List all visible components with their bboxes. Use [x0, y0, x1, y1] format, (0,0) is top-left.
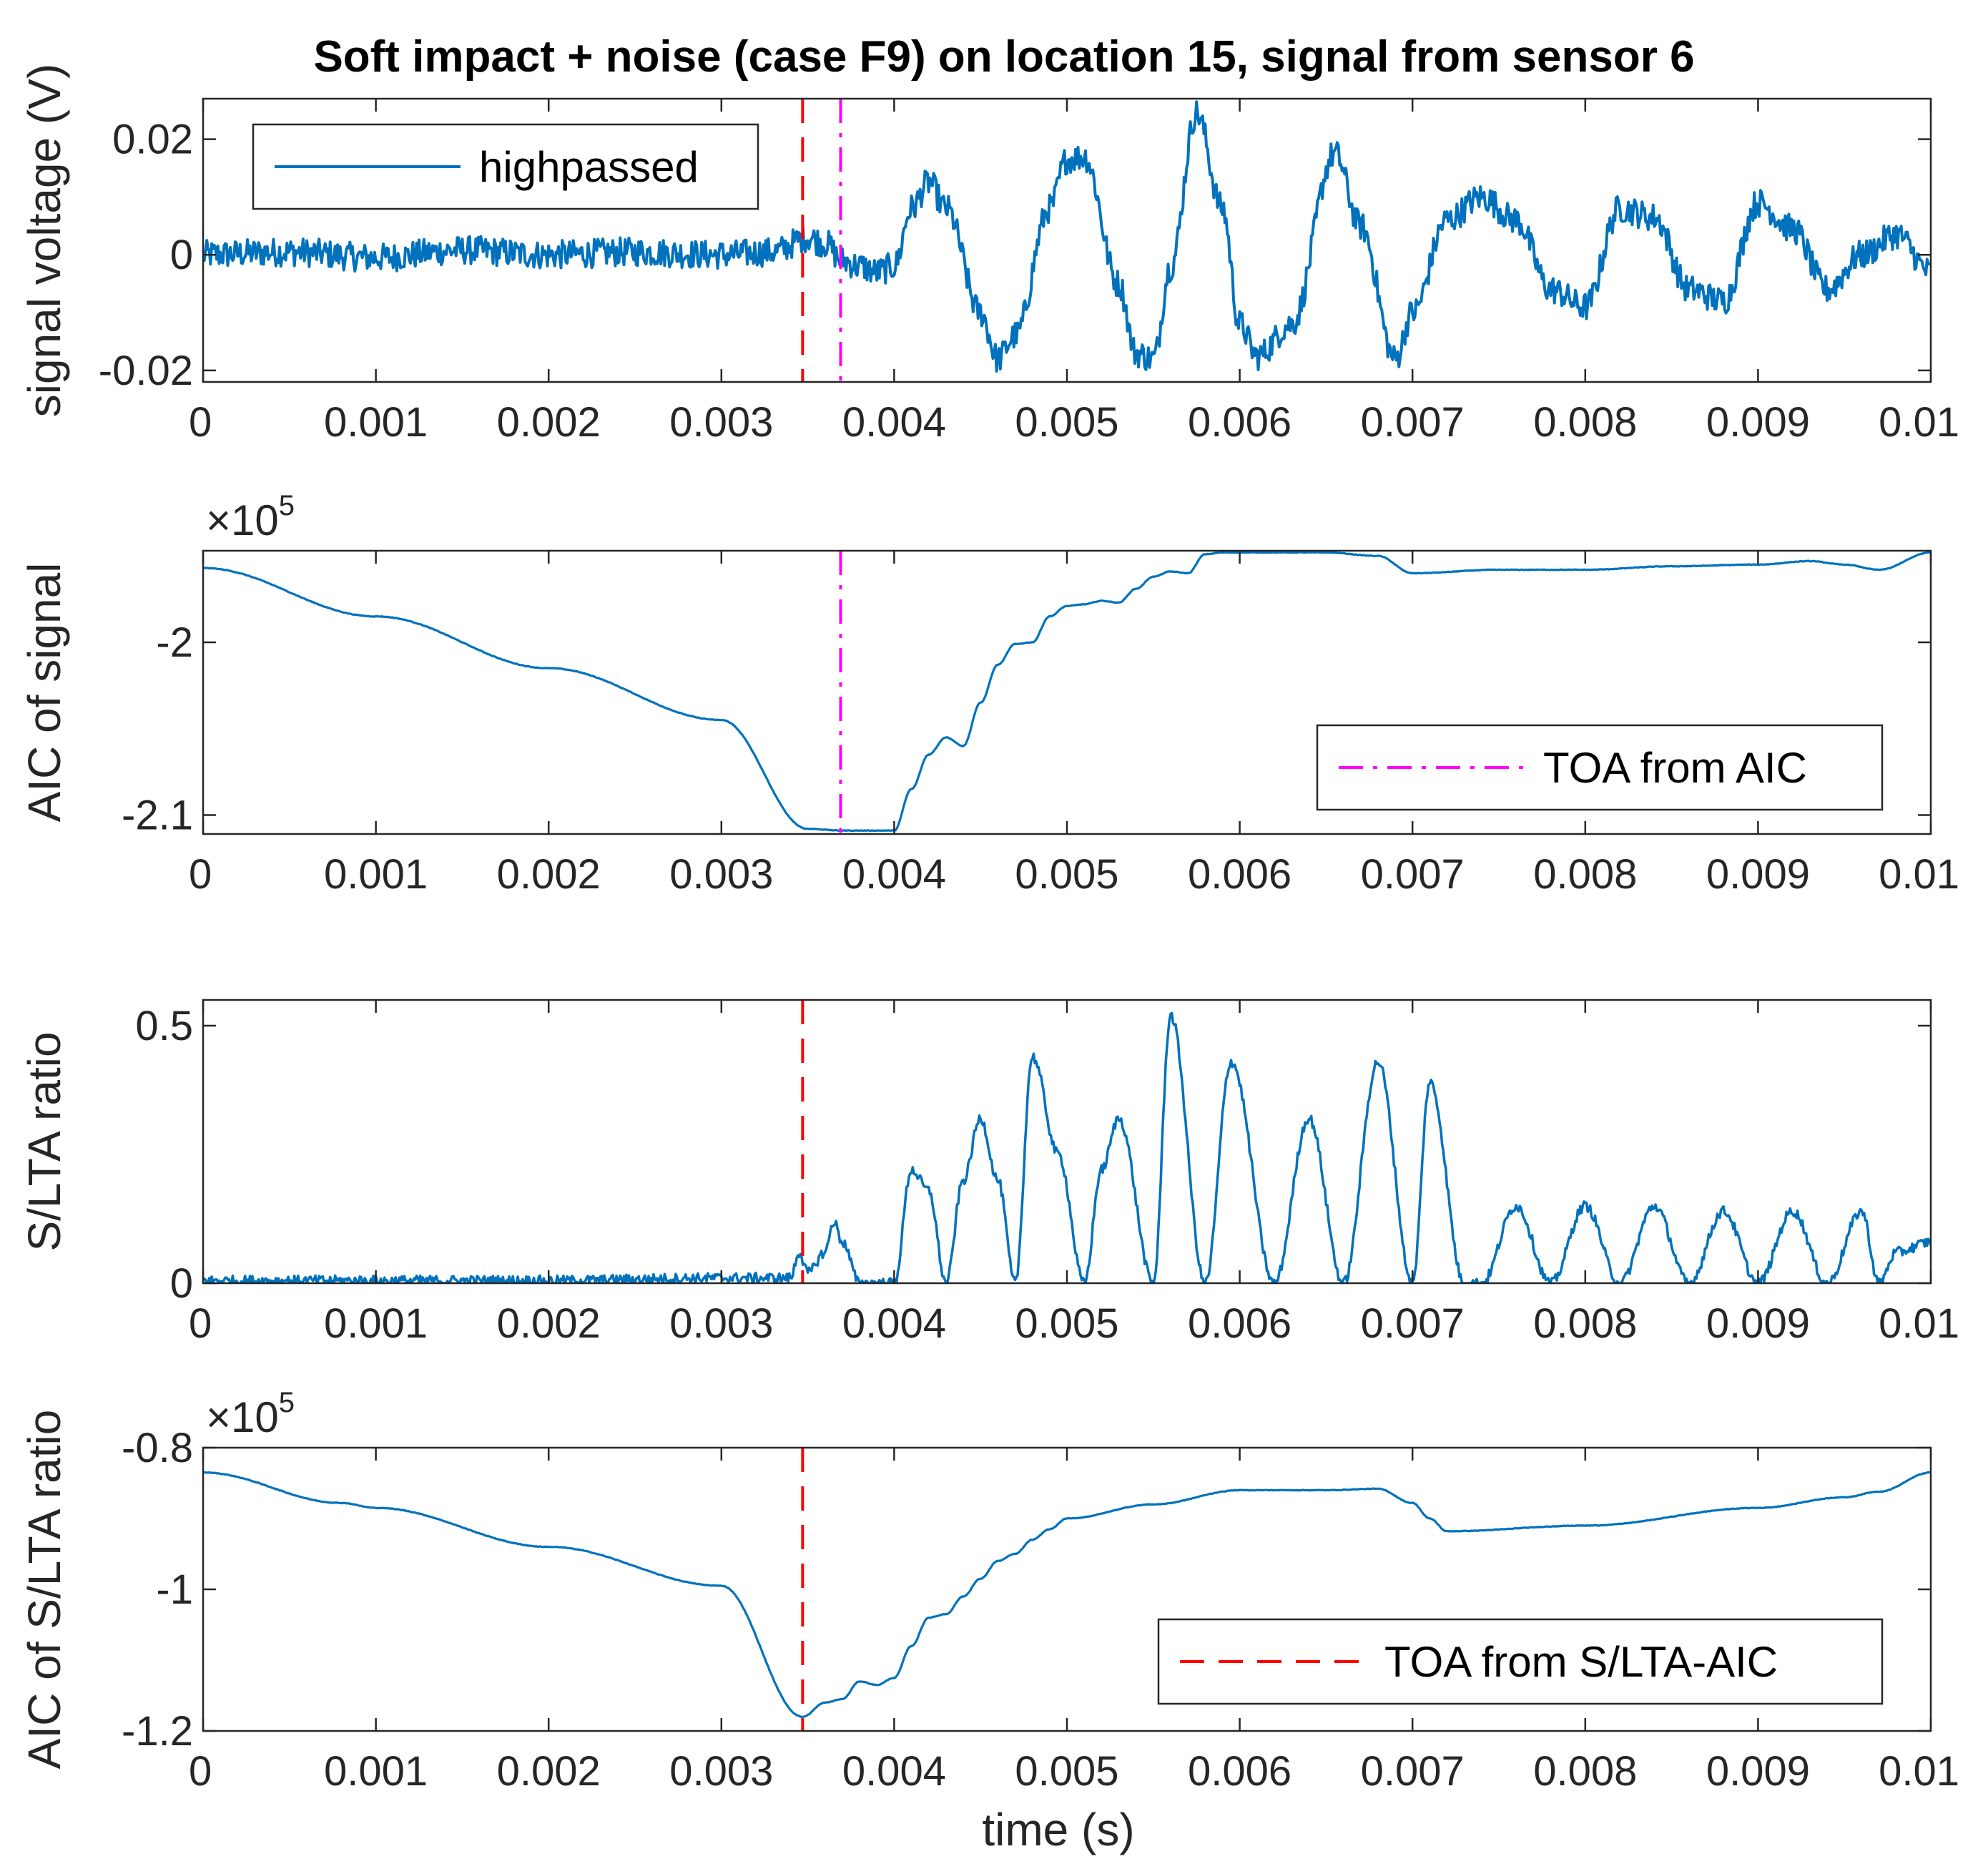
x-tick-label: 0.009 — [1706, 1748, 1810, 1795]
plot-area — [203, 1000, 1931, 1283]
x-tick-label: 0 — [189, 1300, 212, 1347]
x-tick-label: 0.003 — [669, 1300, 773, 1347]
exponent-power: 5 — [279, 1387, 295, 1418]
x-tick-label: 0.007 — [1361, 399, 1465, 446]
x-tick-label: 0 — [189, 851, 212, 898]
y-axis-label: AIC of S/LTA ratio — [19, 1410, 70, 1770]
x-tick-label: 0.01 — [1879, 1300, 1959, 1347]
x-tick-label: 0.006 — [1188, 399, 1291, 446]
x-tick-label: 0.006 — [1188, 1300, 1291, 1347]
x-tick-label: 0.001 — [324, 1748, 428, 1795]
y-axis-label: S/LTA ratio — [19, 1031, 70, 1251]
legend: highpassed — [252, 123, 759, 210]
series-line-aic-0 — [203, 551, 1931, 833]
y-tick-label: 0.5 — [135, 1003, 193, 1049]
panels: 0 0.001 0.002 0.003 0.004 0.005 0.006 0.007 0.00… — [19, 64, 1959, 1795]
legend: TOA from S/LTA-AIC — [1157, 1618, 1884, 1705]
y-axis-label: signal voltage (V) — [19, 64, 70, 417]
x-tick-label: 0.007 — [1361, 1300, 1465, 1347]
x-tick-label: 0.006 — [1188, 1748, 1291, 1795]
y-tick-label: -1.2 — [122, 1708, 193, 1755]
legend: TOA from AIC — [1316, 724, 1884, 811]
x-tick-label: 0.001 — [324, 1300, 428, 1347]
y-tick-label: -2 — [156, 619, 193, 666]
x-tick-label: 0.007 — [1361, 1748, 1465, 1795]
x-tick-label: 0.008 — [1533, 1300, 1637, 1347]
x-tick-label: 0.005 — [1015, 399, 1118, 446]
x-tick-label: 0.009 — [1706, 399, 1810, 446]
x-tick-label: 0.01 — [1879, 1748, 1959, 1795]
x-tick-label: 0.01 — [1879, 399, 1959, 446]
x-tick-label: 0.001 — [324, 399, 428, 446]
x-axis-label: time (s) — [982, 1804, 1134, 1855]
y-tick-label: -2.1 — [122, 792, 193, 838]
y-tick-label: -0.02 — [99, 348, 193, 394]
legend-label: TOA from S/LTA-AIC — [1384, 1638, 1778, 1686]
y-exponent-multiplier: ×105 — [206, 490, 295, 544]
x-tick-label: 0.009 — [1706, 1300, 1810, 1347]
x-tick-label: 0.003 — [669, 851, 773, 898]
panel-aic_slta: 0 0.001 0.002 0.003 0.004 0.005 0.006 0.007 0.00… — [19, 1387, 1959, 1795]
x-tick-label: 0.007 — [1361, 851, 1465, 898]
x-tick-label: 0.004 — [842, 851, 946, 898]
x-tick-label: 0.002 — [497, 1748, 601, 1795]
x-tick-label: 0.002 — [497, 399, 601, 446]
y-tick-label: -0.8 — [122, 1425, 193, 1471]
x-tick-label: 0.01 — [1879, 851, 1959, 898]
exponent-power: 5 — [279, 490, 295, 521]
x-tick-label: 0 — [189, 1748, 212, 1795]
x-tick-label: 0.008 — [1533, 1748, 1637, 1795]
x-tick-label: 0.004 — [842, 1300, 946, 1347]
series-line-slta-0 — [203, 1011, 1931, 1283]
x-tick-label: 0 — [189, 399, 212, 446]
y-tick-label: 0.02 — [112, 117, 193, 163]
x-tick-label: 0.008 — [1533, 851, 1637, 898]
panel-slta: 0 0.001 0.002 0.003 0.004 0.005 0.006 0.007 0.00… — [19, 999, 1959, 1347]
x-tick-label: 0.002 — [497, 1300, 601, 1347]
y-exponent-multiplier: ×105 — [206, 1387, 295, 1441]
x-tick-label: 0.005 — [1015, 1300, 1118, 1347]
exponent-base: ×10 — [206, 1393, 279, 1441]
y-tick-label: -1 — [156, 1566, 193, 1613]
x-tick-label: 0.003 — [669, 399, 773, 446]
legend-label: highpassed — [479, 143, 699, 191]
x-tick-label: 0.005 — [1015, 1748, 1118, 1795]
y-tick-label: 0 — [170, 1260, 193, 1307]
x-tick-label: 0.009 — [1706, 851, 1810, 898]
x-tick-label: 0.003 — [669, 1748, 773, 1795]
x-tick-label: 0.004 — [842, 399, 946, 446]
x-tick-label: 0.005 — [1015, 851, 1118, 898]
x-tick-label: 0.002 — [497, 851, 601, 898]
x-tick-label: 0.006 — [1188, 851, 1291, 898]
y-tick-label: 0 — [170, 232, 193, 278]
series-line-aic_slta-0 — [203, 1471, 1931, 1718]
series-line-signal-0 — [203, 100, 1931, 373]
legend-label: TOA from AIC — [1543, 744, 1807, 792]
panel-aic: 0 0.001 0.002 0.003 0.004 0.005 0.006 0.007 0.00… — [19, 490, 1959, 898]
x-tick-label: 0.001 — [324, 851, 428, 898]
x-tick-label: 0.008 — [1533, 399, 1637, 446]
y-axis-label: AIC of signal — [19, 563, 70, 823]
panel-signal: 0 0.001 0.002 0.003 0.004 0.005 0.006 0.007 0.00… — [19, 64, 1959, 446]
exponent-base: ×10 — [206, 496, 279, 544]
figure-title: Soft impact + noise (case F9) on locatio… — [313, 32, 1694, 82]
x-tick-label: 0.004 — [842, 1748, 946, 1795]
